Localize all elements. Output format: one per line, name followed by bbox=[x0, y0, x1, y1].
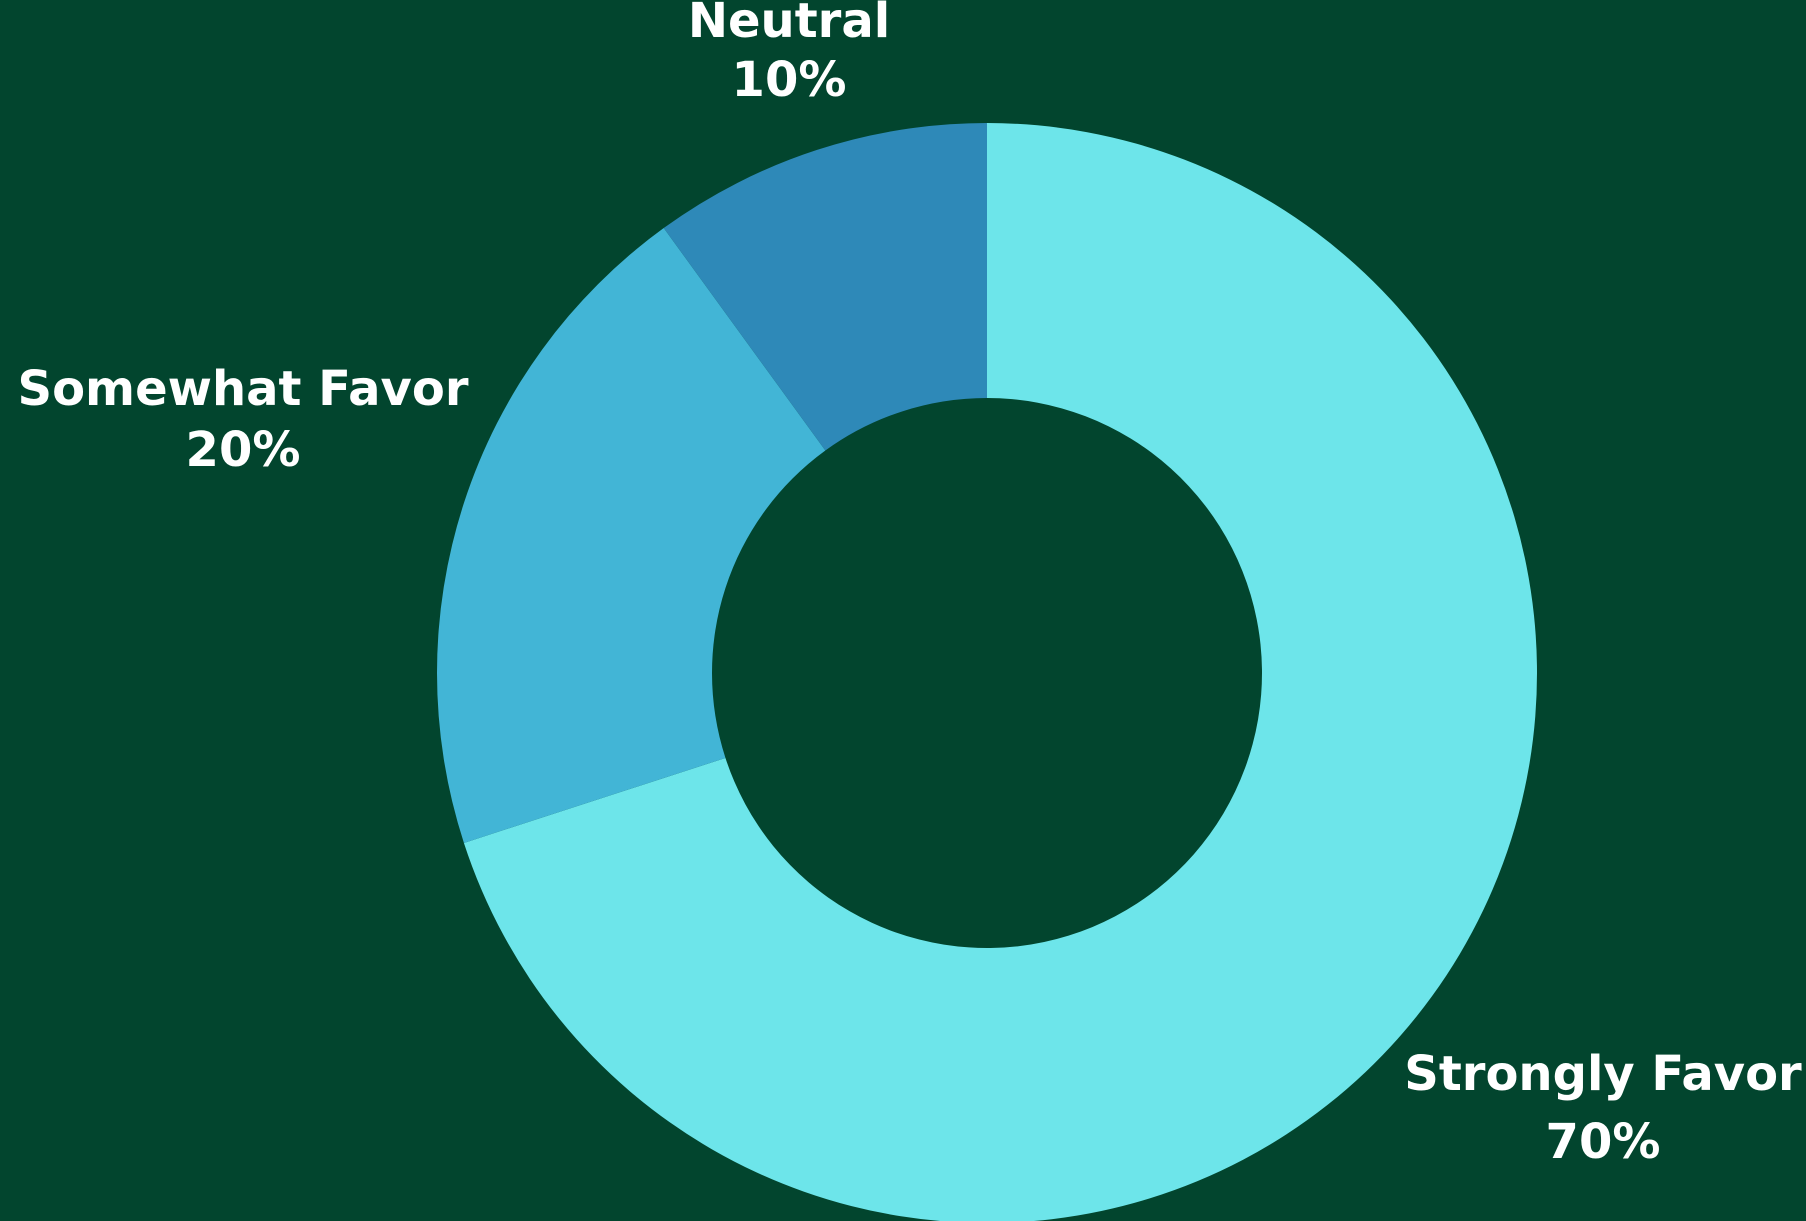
slice-value-neutral: 10% bbox=[732, 52, 847, 108]
slice-label-somewhat-favor: Somewhat Favor bbox=[18, 361, 469, 417]
slice-label-neutral: Neutral bbox=[688, 0, 890, 49]
slice-value-somewhat-favor: 20% bbox=[186, 422, 301, 478]
slice-value-strongly-favor: 70% bbox=[1546, 1114, 1661, 1170]
slice-label-strongly-favor: Strongly Favor bbox=[1404, 1046, 1802, 1102]
